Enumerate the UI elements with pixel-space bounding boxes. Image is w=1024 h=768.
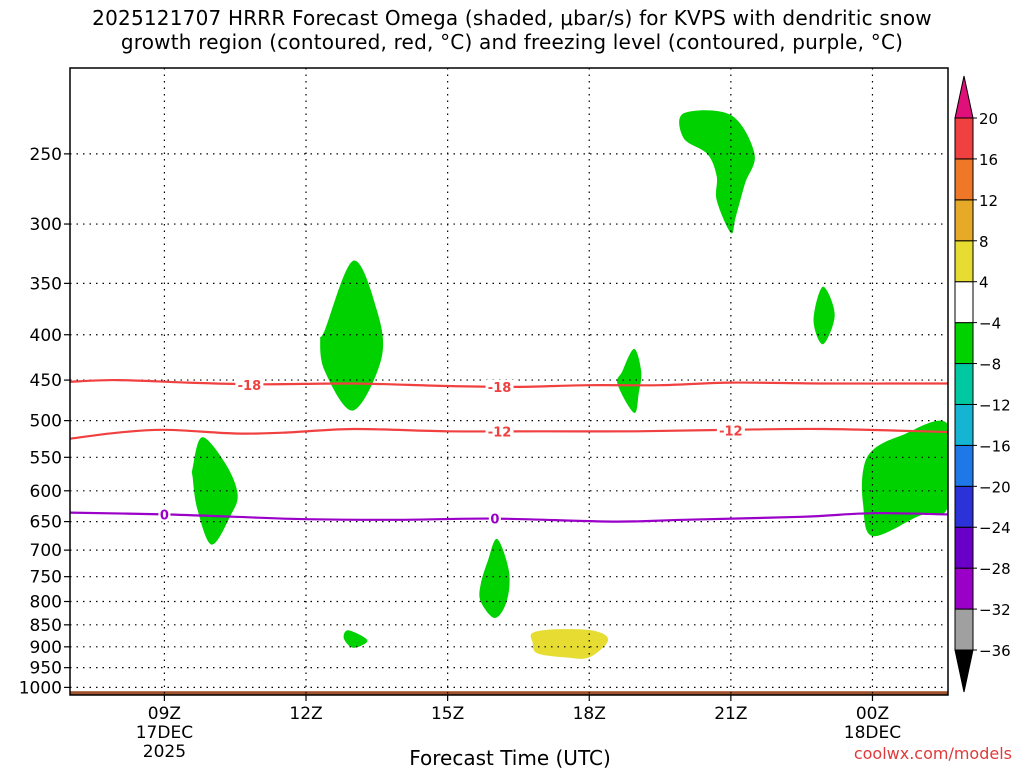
omega-region-2	[191, 437, 238, 545]
colorbar-box-8	[954, 281, 974, 324]
colorbar-label-5: −16	[979, 437, 1011, 455]
contour-label-bg-2	[485, 424, 514, 439]
x-tick-label-9-0: 09Z	[148, 704, 181, 724]
colorbar-box-4	[954, 444, 974, 487]
contour-label-bg-3	[716, 423, 745, 438]
omega-region-6	[679, 110, 755, 234]
omega-region-8	[861, 420, 948, 537]
x-tick-label-24-1: 18DEC	[844, 723, 901, 743]
contour-label-bg-1	[485, 379, 514, 394]
colorbar-box-9	[954, 240, 974, 283]
colorbar-label-3: −24	[979, 519, 1011, 537]
contour-label-4: 0	[160, 508, 169, 523]
plot-frame	[69, 67, 949, 696]
y-tick-label-250: 250	[30, 145, 62, 165]
y-tick-label-300: 300	[30, 215, 62, 235]
contour-label-5: 0	[490, 513, 499, 528]
y-tick-label-900: 900	[30, 638, 62, 658]
colorbar-box-10	[954, 199, 974, 242]
colorbar-label-7: −8	[979, 356, 1001, 374]
contour-label-0: -18	[238, 379, 262, 394]
omega-region-9	[530, 629, 609, 659]
colorbar-label-0: −36	[979, 642, 1011, 660]
y-tick-label-950: 950	[30, 659, 62, 679]
y-tick-label-500: 500	[30, 412, 62, 432]
y-tick-label-1000: 1000	[19, 678, 62, 698]
colorbar-label-10: 8	[979, 233, 989, 251]
y-tick-label-800: 800	[30, 593, 62, 613]
contour-label-bg-5	[488, 511, 501, 526]
x-tick-label-18-0: 18Z	[573, 704, 606, 724]
y-tick-label-400: 400	[30, 326, 62, 346]
contour-label-bg-4	[158, 507, 171, 522]
y-tick-label-700: 700	[30, 541, 62, 561]
omega-region-3	[343, 630, 368, 648]
chart-title-line-1: 2025121707 HRRR Forecast Omega (shaded, …	[92, 6, 932, 30]
x-tick-label-15-0: 15Z	[431, 704, 464, 724]
contour-label-2: -12	[488, 425, 512, 440]
colorbar-box-1	[954, 567, 974, 610]
x-tick-label-9-1: 17DEC	[136, 723, 193, 743]
colorbar-label-8: −4	[979, 315, 1001, 333]
y-tick-label-350: 350	[30, 274, 62, 294]
y-tick-label-850: 850	[30, 616, 62, 636]
colorbar-box-0	[954, 608, 974, 651]
contour-label-1: -18	[488, 381, 512, 396]
y-tick-label-750: 750	[30, 568, 62, 588]
y-tick-label-650: 650	[30, 513, 62, 533]
omega-region-4	[479, 538, 510, 618]
y-tick-label-550: 550	[30, 448, 62, 468]
omega-region-1	[320, 260, 384, 411]
terrain-strip	[70, 691, 948, 695]
colorbar-triangle-low	[954, 649, 974, 693]
colorbar-label-12: 16	[979, 151, 998, 169]
colorbar-box-2	[954, 526, 974, 569]
colorbar-box-7	[954, 322, 974, 365]
colorbar-label-4: −20	[979, 478, 1011, 496]
colorbar-label-9: 4	[979, 274, 989, 292]
colorbar-triangle-high	[954, 75, 974, 119]
colorbar-box-12	[954, 117, 974, 160]
colorbar-label-2: −28	[979, 560, 1011, 578]
colorbar-label-6: −12	[979, 396, 1011, 414]
colorbar-box-11	[954, 158, 974, 201]
x-tick-label-12-0: 12Z	[289, 704, 322, 724]
x-tick-label-9-2: 2025	[143, 742, 186, 762]
omega-region-7	[813, 286, 835, 345]
contour-label-bg-0	[235, 378, 264, 393]
colorbar-box-6	[954, 363, 974, 405]
chart-title-line-2: growth region (contoured, red, °C) and f…	[120, 30, 904, 54]
x-tick-label-24-0: 00Z	[856, 704, 889, 724]
colorbar-label-11: 12	[979, 192, 998, 210]
x-tick-label-21-0: 21Z	[714, 704, 747, 724]
y-tick-label-450: 450	[30, 371, 62, 391]
y-tick-label-600: 600	[30, 482, 62, 502]
colorbar-label-13: 20	[979, 110, 998, 128]
contour-line-1	[69, 427, 949, 440]
omega-region-5	[617, 348, 642, 413]
credit-link[interactable]: coolwx.com/models	[853, 744, 1012, 763]
x-axis-label: Forecast Time (UTC)	[409, 746, 611, 768]
colorbar-label-1: −32	[979, 601, 1011, 619]
colorbar-box-5	[954, 403, 974, 446]
contour-label-3: -12	[719, 425, 743, 440]
colorbar-box-3	[954, 485, 974, 528]
